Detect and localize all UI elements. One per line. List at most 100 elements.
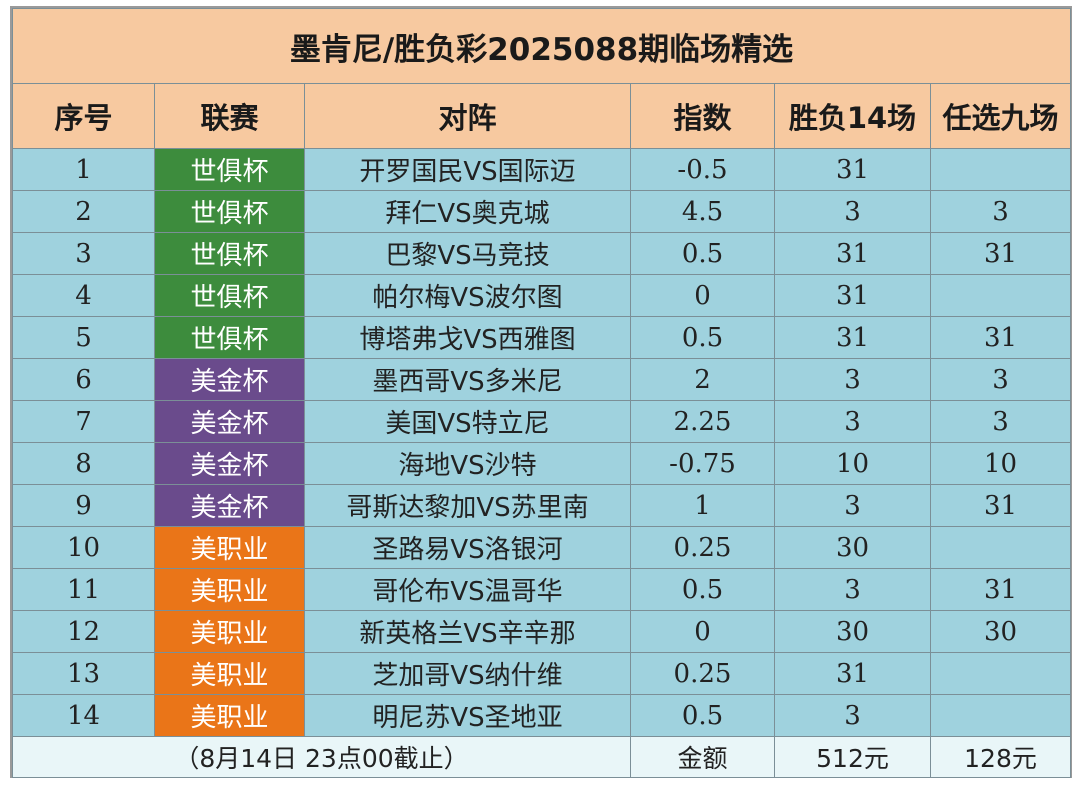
amount-pick9: 128元 (929, 736, 1072, 778)
cell-handicap: 0 (630, 274, 775, 317)
cell-match: 芝加哥VS纳什维 (304, 652, 631, 695)
cell-handicap: 0.5 (630, 232, 775, 275)
cell-pick14: 10 (774, 442, 931, 485)
cell-league: 美职业 (154, 652, 305, 695)
footer-row: （8月14日 23点00截止） 金额 512元 128元 (12, 736, 1072, 778)
cell-pick9: 31 (929, 232, 1072, 275)
cell-index: 14 (12, 694, 155, 737)
cell-pick14: 3 (774, 484, 931, 527)
header-match: 对阵 (304, 83, 631, 149)
cell-pick9 (929, 526, 1072, 569)
cell-match: 博塔弗戈VS西雅图 (304, 316, 631, 359)
cell-pick9: 31 (929, 484, 1072, 527)
cell-pick14: 31 (774, 316, 931, 359)
header-pick9: 任选九场 (929, 83, 1072, 149)
cell-handicap: 0.5 (630, 568, 775, 611)
table-row: 4 世俱杯 帕尔梅VS波尔图 0 31 (12, 274, 1072, 317)
table-row: 7 美金杯 美国VS特立尼 2.25 3 3 (12, 400, 1072, 443)
cell-pick14: 3 (774, 400, 931, 443)
table-row: 2 世俱杯 拜仁VS奥克城 4.5 3 3 (12, 190, 1072, 233)
cell-handicap: 0.5 (630, 694, 775, 737)
cell-pick9 (929, 652, 1072, 695)
cell-index: 4 (12, 274, 155, 317)
cell-pick14: 31 (774, 652, 931, 695)
cell-pick14: 31 (774, 232, 931, 275)
cell-match: 哥伦布VS温哥华 (304, 568, 631, 611)
cell-pick14: 3 (774, 358, 931, 401)
cell-pick14: 3 (774, 694, 931, 737)
table-row: 14 美职业 明尼苏VS圣地亚 0.5 3 (12, 694, 1072, 737)
cell-index: 7 (12, 400, 155, 443)
cell-league: 世俱杯 (154, 316, 305, 359)
cell-handicap: -0.75 (630, 442, 775, 485)
cell-league: 美职业 (154, 526, 305, 569)
cell-pick14: 30 (774, 526, 931, 569)
cell-pick9: 30 (929, 610, 1072, 653)
cell-match: 帕尔梅VS波尔图 (304, 274, 631, 317)
cell-pick9: 31 (929, 316, 1072, 359)
cell-league: 美职业 (154, 568, 305, 611)
cell-league: 世俱杯 (154, 190, 305, 233)
cell-match: 明尼苏VS圣地亚 (304, 694, 631, 737)
cell-index: 1 (12, 148, 155, 191)
cell-pick9: 31 (929, 568, 1072, 611)
table-row: 5 世俱杯 博塔弗戈VS西雅图 0.5 31 31 (12, 316, 1072, 359)
cell-pick9 (929, 274, 1072, 317)
cell-handicap: -0.5 (630, 148, 775, 191)
cell-match: 圣路易VS洛银河 (304, 526, 631, 569)
cell-index: 2 (12, 190, 155, 233)
deadline-text: （8月14日 23点00截止） (12, 736, 631, 778)
cell-league: 美金杯 (154, 442, 305, 485)
cell-handicap: 1 (630, 484, 775, 527)
cell-handicap: 4.5 (630, 190, 775, 233)
table-row: 11 美职业 哥伦布VS温哥华 0.5 3 31 (12, 568, 1072, 611)
cell-index: 3 (12, 232, 155, 275)
cell-index: 6 (12, 358, 155, 401)
lottery-table: 墨肯尼/胜负彩2025088期临场精选 序号 联赛 对阵 指数 胜负14场 任选… (11, 8, 1072, 778)
table-row: 1 世俱杯 开罗国民VS国际迈 -0.5 31 (12, 148, 1072, 191)
cell-league: 世俱杯 (154, 232, 305, 275)
table-row: 12 美职业 新英格兰VS辛辛那 0 30 30 (12, 610, 1072, 653)
page-title: 墨肯尼/胜负彩2025088期临场精选 (11, 8, 1072, 84)
amount-label: 金额 (630, 736, 775, 778)
cell-match: 新英格兰VS辛辛那 (304, 610, 631, 653)
cell-index: 5 (12, 316, 155, 359)
cell-pick9 (929, 694, 1072, 737)
table-row: 8 美金杯 海地VS沙特 -0.75 10 10 (12, 442, 1072, 485)
cell-match: 开罗国民VS国际迈 (304, 148, 631, 191)
cell-match: 美国VS特立尼 (304, 400, 631, 443)
table-row: 6 美金杯 墨西哥VS多米尼 2 3 3 (12, 358, 1072, 401)
cell-match: 哥斯达黎加VS苏里南 (304, 484, 631, 527)
cell-league: 世俱杯 (154, 148, 305, 191)
cell-league: 美金杯 (154, 484, 305, 527)
header-index: 序号 (12, 83, 155, 149)
table-row: 9 美金杯 哥斯达黎加VS苏里南 1 3 31 (12, 484, 1072, 527)
title-row: 墨肯尼/胜负彩2025088期临场精选 (11, 8, 1072, 84)
cell-match: 墨西哥VS多米尼 (304, 358, 631, 401)
cell-league: 美金杯 (154, 400, 305, 443)
cell-index: 9 (12, 484, 155, 527)
cell-league: 世俱杯 (154, 274, 305, 317)
cell-pick14: 31 (774, 148, 931, 191)
cell-handicap: 0 (630, 610, 775, 653)
cell-pick9 (929, 148, 1072, 191)
cell-pick14: 31 (774, 274, 931, 317)
amount-pick14: 512元 (774, 736, 931, 778)
cell-pick14: 3 (774, 190, 931, 233)
cell-handicap: 2.25 (630, 400, 775, 443)
lottery-table-frame: 墨肯尼/胜负彩2025088期临场精选 序号 联赛 对阵 指数 胜负14场 任选… (10, 6, 1072, 778)
cell-pick9: 3 (929, 190, 1072, 233)
cell-match: 巴黎VS马竞技 (304, 232, 631, 275)
cell-index: 8 (12, 442, 155, 485)
cell-handicap: 0.5 (630, 316, 775, 359)
cell-league: 美职业 (154, 610, 305, 653)
cell-handicap: 2 (630, 358, 775, 401)
cell-index: 13 (12, 652, 155, 695)
cell-index: 10 (12, 526, 155, 569)
header-handicap: 指数 (630, 83, 775, 149)
cell-pick9: 3 (929, 358, 1072, 401)
table-row: 3 世俱杯 巴黎VS马竞技 0.5 31 31 (12, 232, 1072, 275)
cell-pick14: 3 (774, 568, 931, 611)
cell-handicap: 0.25 (630, 652, 775, 695)
cell-league: 美金杯 (154, 358, 305, 401)
